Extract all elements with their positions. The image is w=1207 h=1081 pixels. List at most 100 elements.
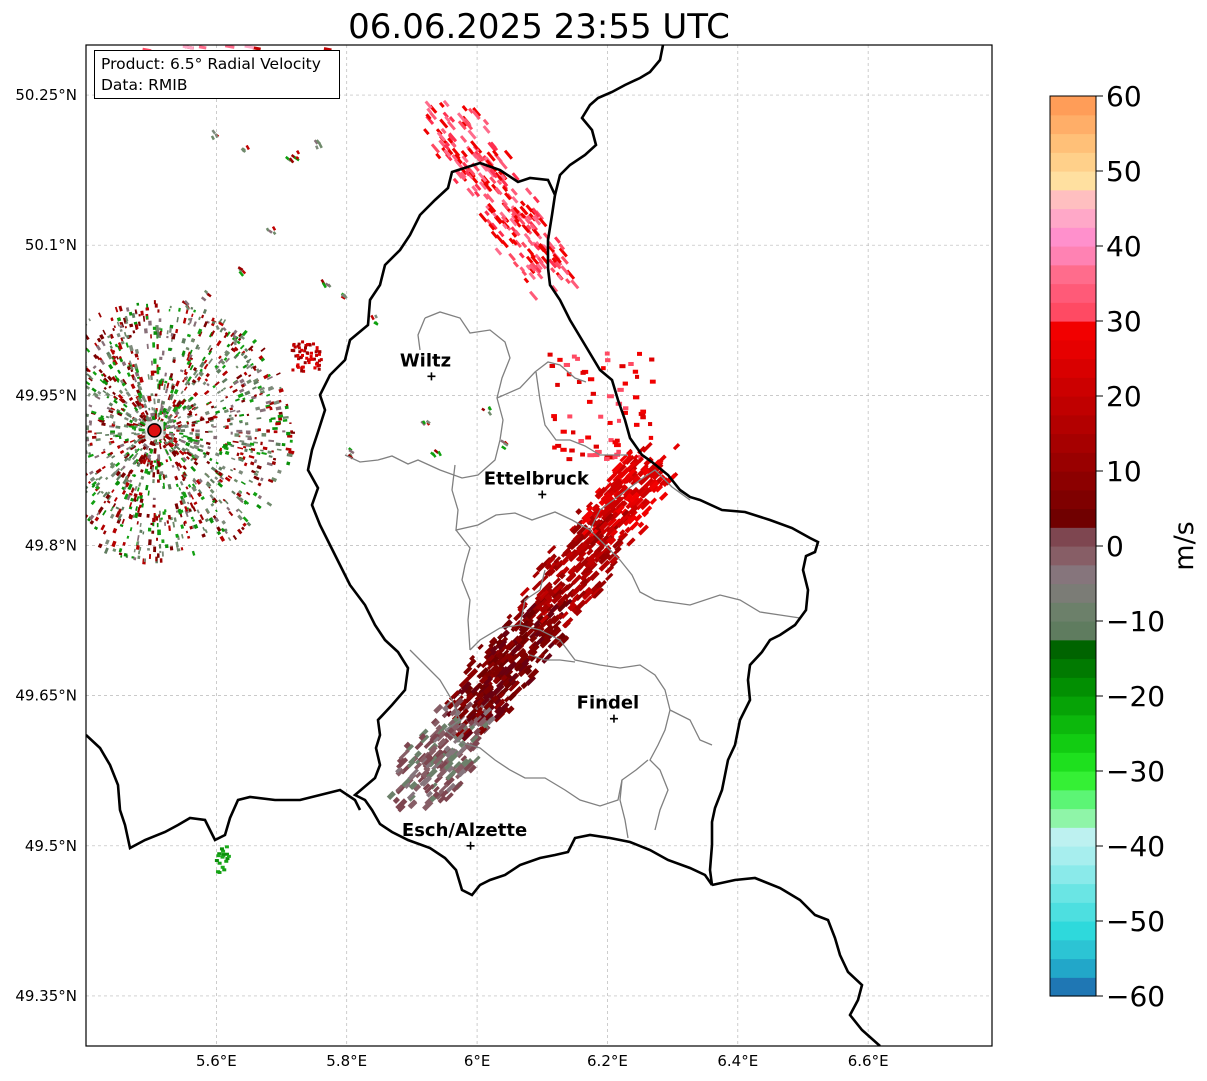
echo-pixel — [638, 411, 646, 416]
echo-pixel — [66, 498, 72, 504]
echo-pixel — [122, 378, 127, 385]
echo-pixel — [595, 449, 602, 454]
echo-pixel — [554, 236, 561, 244]
echo-pixel — [186, 421, 190, 425]
echo-pixel — [514, 662, 524, 672]
echo-pixel — [534, 630, 542, 638]
echo-pixel — [218, 466, 223, 471]
echo-pixel — [179, 480, 184, 486]
echo-pixel — [199, 361, 206, 369]
echo-pixel — [22, 426, 25, 428]
echo-pixel — [397, 804, 406, 813]
echo-pixel — [521, 223, 531, 234]
echo-pixel — [242, 364, 247, 369]
echo-pixel — [89, 442, 93, 446]
echo-pixel — [204, 363, 209, 369]
echo-pixel — [462, 727, 473, 738]
echo-pixel — [199, 438, 203, 441]
x-axis-ticks: 5.6°E 5.8°E 6°E 6.2°E 6.4°E 6.6°E — [196, 1052, 889, 1070]
echo-pixel — [511, 172, 520, 182]
echo-pixel — [415, 771, 422, 779]
echo-pixel — [229, 407, 234, 411]
echo-pixel — [440, 127, 447, 135]
echo-pixel — [130, 444, 135, 448]
echo-pixel — [246, 379, 252, 385]
echo-pixel — [222, 370, 229, 377]
echo-pixel — [278, 417, 283, 421]
echo-pixel — [163, 412, 167, 418]
echo-pixel — [188, 508, 192, 512]
echo-pixel — [282, 419, 288, 422]
echo-pixel — [174, 503, 179, 510]
echo-pixel — [515, 636, 523, 644]
echo-pixel — [549, 363, 556, 368]
echo-pixel — [65, 472, 70, 476]
echo-pixel — [232, 534, 238, 541]
echo-pixel — [176, 316, 179, 323]
echo-pixel — [267, 385, 274, 391]
echo-pixel — [467, 764, 477, 774]
colorbar-segment — [1050, 152, 1096, 172]
echo-pixel — [615, 500, 626, 510]
echo-pixel — [220, 360, 226, 365]
echo-pixel — [139, 498, 144, 504]
colorbar-tick-label: 30 — [1106, 305, 1142, 338]
echo-pixel — [257, 428, 261, 432]
echo-pixel — [239, 420, 243, 424]
echo-pixel — [117, 515, 122, 521]
echo-pixel — [531, 227, 540, 237]
echo-pixel — [173, 408, 179, 414]
echo-pixel — [136, 535, 140, 542]
echo-pixel — [592, 550, 600, 558]
echo-pixel — [454, 763, 465, 774]
colorbar-segment — [1050, 433, 1096, 453]
echo-pixel — [490, 222, 498, 231]
echo-pixel — [121, 486, 125, 490]
echo-pixel — [285, 155, 290, 161]
echo-pixel — [567, 414, 573, 419]
echo-pixel — [643, 456, 654, 467]
echo-pixel — [531, 215, 542, 226]
echo-pixel — [558, 572, 566, 580]
echo-pixel — [619, 532, 629, 541]
echo-pixel — [171, 451, 177, 458]
echo-pixel — [641, 505, 653, 517]
echo-pixel — [502, 202, 510, 211]
echo-pixel — [459, 699, 468, 708]
echo-pixel — [223, 357, 228, 362]
echo-pixel — [429, 744, 438, 753]
echo-pixel — [222, 443, 228, 448]
echo-pixel — [253, 472, 259, 477]
echo-pixel — [87, 453, 94, 458]
echo-pixel — [189, 357, 194, 361]
echo-pixel — [637, 456, 644, 464]
echo-pixel — [552, 253, 562, 264]
echo-pixel — [74, 354, 77, 357]
echo-pixel — [191, 550, 196, 556]
echo-pixel — [417, 776, 425, 783]
echo-pixel — [114, 306, 119, 313]
echo-pixel — [95, 344, 102, 351]
echo-pixel — [123, 457, 129, 462]
echo-pixel — [38, 450, 42, 454]
echo-pixel — [276, 448, 282, 451]
echo-pixel — [166, 418, 173, 425]
echo-pixel — [259, 389, 265, 395]
echo-pixel — [273, 430, 278, 434]
echo-pixel — [108, 385, 112, 389]
echo-pixel — [622, 381, 628, 386]
echo-pixel — [260, 441, 263, 446]
echo-pixel — [248, 448, 252, 451]
echo-pixel — [88, 404, 93, 408]
echo-pixel — [539, 637, 552, 649]
echo-pixel — [153, 407, 156, 413]
france-belgium-border — [86, 734, 362, 850]
echo-pixel — [153, 398, 156, 405]
echo-pixel — [106, 454, 112, 459]
echo-pixel — [222, 326, 227, 332]
echo-pixel — [239, 499, 244, 504]
echo-pixel — [167, 483, 172, 490]
echo-pixel — [128, 334, 132, 338]
echo-pixel — [230, 341, 235, 346]
echo-pixel — [245, 491, 251, 496]
